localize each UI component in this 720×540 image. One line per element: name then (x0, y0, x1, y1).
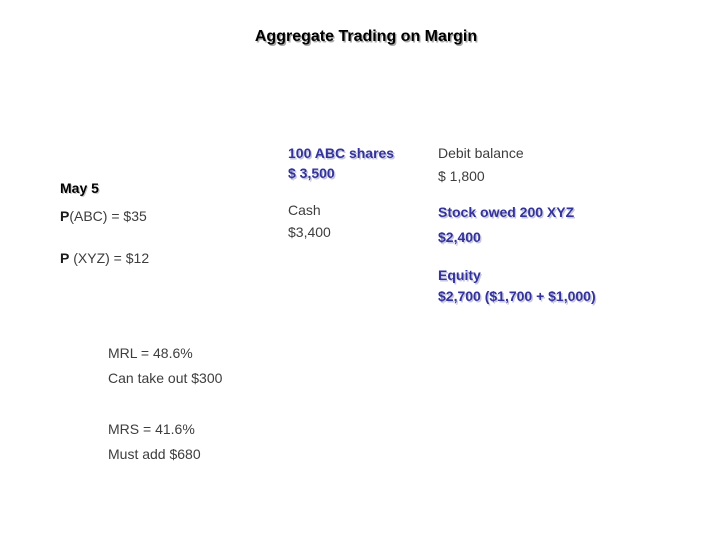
stock-owed-value: $2,400 (438, 229, 481, 245)
asset-abc-shares-value: $ 3,500 (288, 165, 335, 181)
debit-balance-label: Debit balance (438, 145, 524, 161)
asset-cash-value: $3,400 (288, 224, 331, 240)
stock-owed-label: Stock owed 200 XYZ (438, 204, 575, 220)
mrs-action: Must add $680 (108, 446, 201, 462)
price-xyz-line: P (XYZ) = $12 (60, 250, 149, 267)
debit-balance-value: $ 1,800 (438, 168, 485, 184)
mrs-formula: MRS = 41.6% (108, 421, 195, 437)
equity-label: Equity (438, 267, 481, 283)
asset-cash-label: Cash (288, 202, 321, 218)
price-abc-value: (ABC) = $35 (69, 208, 147, 224)
mrl-action: Can take out $300 (108, 370, 223, 386)
slide-title: Aggregate Trading on Margin (254, 28, 478, 45)
date-label: May 5 (60, 180, 99, 196)
price-abc-symbol: P (60, 208, 70, 224)
mrl-formula: MRL = 48.6% (108, 345, 193, 361)
asset-abc-shares-label: 100 ABC shares (288, 145, 395, 161)
equity-value: $2,700 ($1,700 + $1,000) (438, 288, 596, 304)
price-xyz-symbol: P (60, 250, 70, 266)
price-xyz-value: (XYZ) = $12 (69, 250, 150, 266)
price-abc-line: P(ABC) = $35 (60, 208, 147, 225)
